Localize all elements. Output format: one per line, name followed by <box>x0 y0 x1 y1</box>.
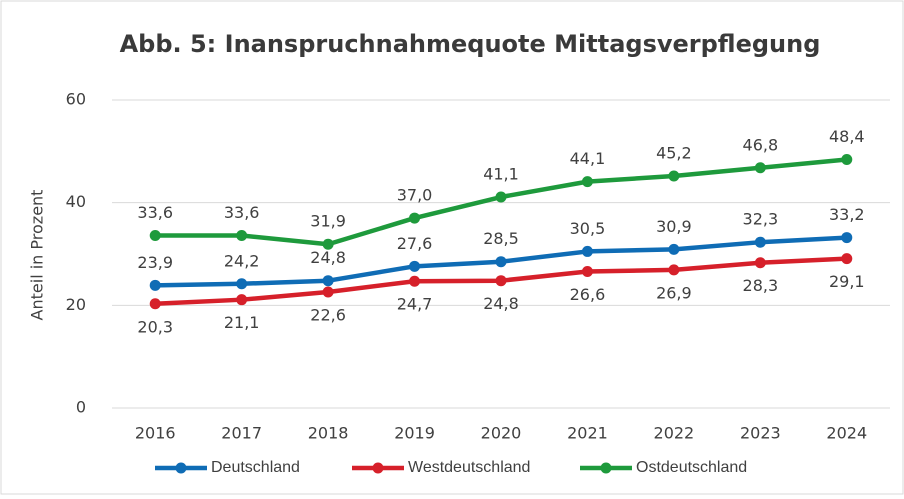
data-label: 44,1 <box>570 149 606 168</box>
data-point <box>149 279 161 291</box>
data-label: 24,8 <box>483 294 519 313</box>
x-tick-label: 2020 <box>481 424 522 443</box>
data-point <box>754 257 766 269</box>
x-tick-label: 2022 <box>654 424 695 443</box>
data-label: 26,9 <box>656 283 692 302</box>
data-label: 46,8 <box>743 135 779 154</box>
data-label: 32,3 <box>743 210 779 229</box>
data-label: 31,9 <box>310 212 346 231</box>
data-label: 33,6 <box>137 203 173 222</box>
x-tick-label: 2018 <box>308 424 349 443</box>
y-tick-label: 0 <box>76 398 86 417</box>
x-tick-label: 2024 <box>826 424 867 443</box>
x-tick-label: 2023 <box>740 424 781 443</box>
data-point <box>668 243 680 255</box>
data-point <box>495 256 507 268</box>
y-tick-label: 20 <box>66 295 86 314</box>
data-label: 33,6 <box>224 203 260 222</box>
data-point <box>236 294 248 306</box>
data-point <box>668 170 680 182</box>
data-label: 29,1 <box>829 272 865 291</box>
data-label: 24,8 <box>310 248 346 267</box>
x-tick-label: 2017 <box>221 424 262 443</box>
data-point <box>581 176 593 188</box>
data-point <box>322 275 334 287</box>
y-tick-label: 60 <box>66 90 86 109</box>
legend-marker <box>372 462 384 474</box>
legend-label: Westdeutschland <box>408 459 530 476</box>
data-point <box>409 260 421 272</box>
data-label: 48,4 <box>829 127 865 146</box>
data-label: 41,1 <box>483 165 519 184</box>
data-point <box>495 191 507 203</box>
legend-label: Deutschland <box>211 459 300 476</box>
data-label: 28,5 <box>483 229 519 248</box>
data-label: 26,6 <box>570 285 606 304</box>
data-label: 21,1 <box>224 313 260 332</box>
x-tick-label: 2016 <box>135 424 176 443</box>
legend-marker <box>600 462 612 474</box>
legend-marker <box>175 462 187 474</box>
data-point <box>841 253 853 265</box>
y-tick-label: 40 <box>66 192 86 211</box>
data-label: 27,6 <box>397 234 433 253</box>
data-point <box>754 162 766 174</box>
x-tick-label: 2021 <box>567 424 608 443</box>
data-point <box>409 212 421 224</box>
data-point <box>841 154 853 166</box>
legend-label: Ostdeutschland <box>636 459 747 476</box>
data-point <box>236 278 248 290</box>
data-label: 22,6 <box>310 305 346 324</box>
data-label: 24,2 <box>224 251 260 270</box>
data-label: 30,9 <box>656 217 692 236</box>
chart-title: Abb. 5: Inanspruchnahmequote Mittagsverp… <box>120 30 821 58</box>
data-point <box>495 275 507 287</box>
data-label: 30,5 <box>570 219 606 238</box>
data-label: 45,2 <box>656 143 692 162</box>
data-point <box>841 232 853 244</box>
data-point <box>754 236 766 248</box>
data-point <box>668 264 680 276</box>
y-axis-label: Anteil in Prozent <box>28 190 47 321</box>
data-point <box>322 238 334 250</box>
data-label: 24,7 <box>397 295 433 314</box>
data-label: 23,9 <box>137 253 173 272</box>
data-label: 28,3 <box>743 276 779 295</box>
data-point <box>581 245 593 257</box>
data-label: 33,2 <box>829 205 865 224</box>
data-label: 20,3 <box>137 317 173 336</box>
data-point <box>409 275 421 287</box>
data-point <box>149 298 161 310</box>
data-label: 37,0 <box>397 186 433 205</box>
data-point <box>322 286 334 298</box>
data-point <box>149 230 161 242</box>
data-point <box>581 265 593 277</box>
x-tick-label: 2019 <box>394 424 435 443</box>
data-point <box>236 230 248 242</box>
